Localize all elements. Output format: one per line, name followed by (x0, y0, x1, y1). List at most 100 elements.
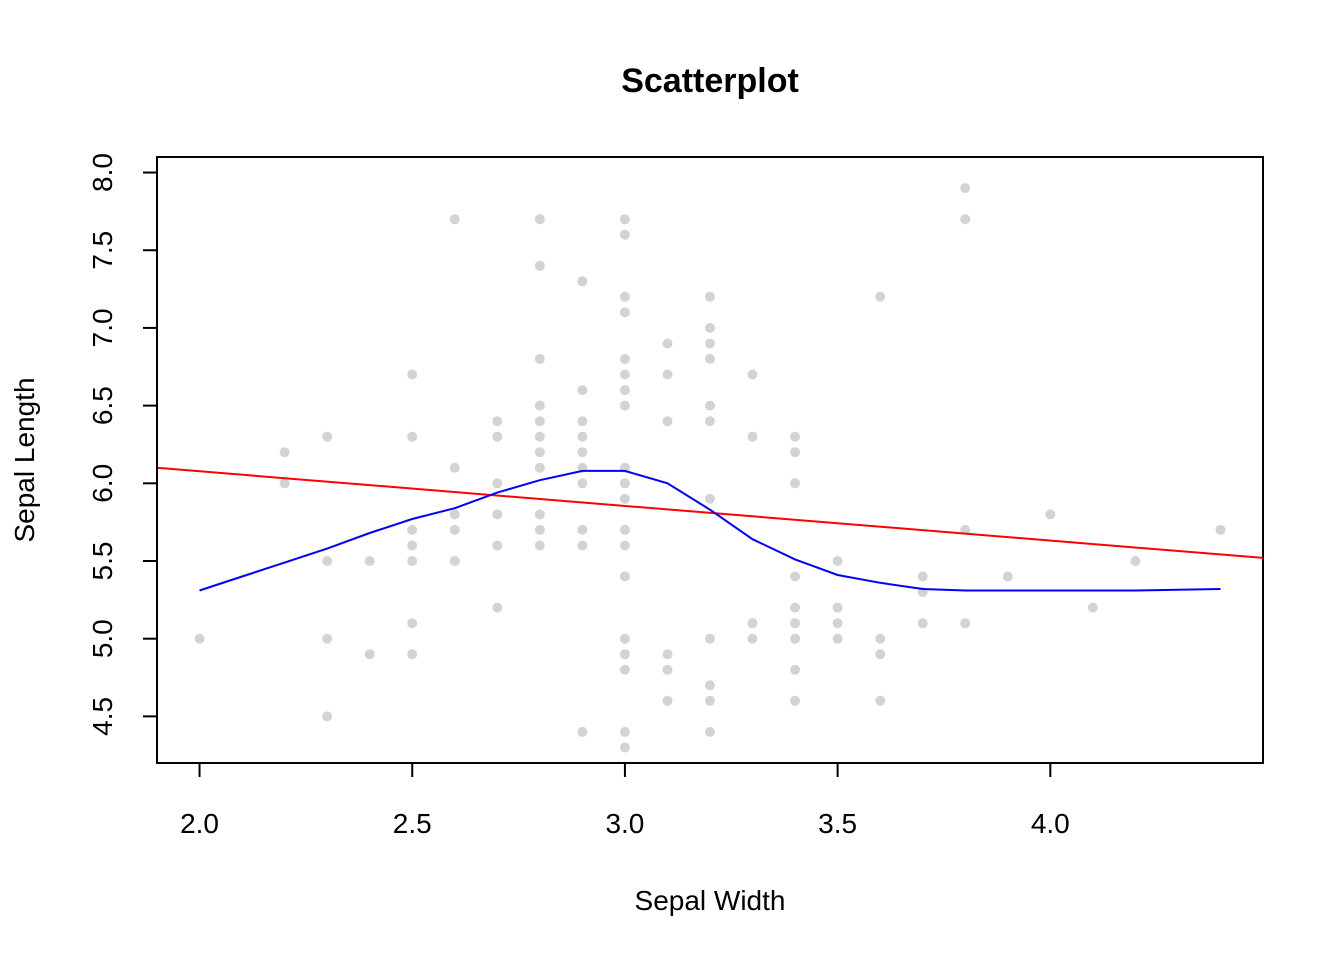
data-point (534, 214, 545, 225)
data-point (662, 695, 673, 706)
data-point (960, 183, 971, 194)
data-point (619, 493, 630, 504)
data-point (619, 726, 630, 737)
data-point (279, 447, 290, 458)
points-layer (194, 183, 1226, 753)
data-point (322, 711, 333, 722)
data-point (1045, 509, 1056, 520)
data-point (492, 602, 503, 613)
y-tick-label: 6.5 (87, 386, 118, 425)
data-point (790, 618, 801, 629)
data-point (1130, 556, 1141, 566)
plot-frame (156, 156, 1264, 764)
data-point (534, 400, 545, 411)
data-point (705, 400, 715, 411)
data-point (1002, 571, 1013, 582)
data-point (492, 431, 503, 442)
data-point (279, 478, 290, 489)
data-point (407, 649, 418, 660)
data-point (407, 556, 418, 566)
data-point (662, 338, 673, 349)
y-tick-label: 7.0 (87, 308, 118, 347)
y-axis: 4.5 5.0 5.5 6.0 6.5 7.0 7.5 8.0 (87, 153, 158, 736)
data-point (705, 322, 715, 333)
y-tick-label: 5.5 (87, 542, 118, 581)
data-point (407, 618, 418, 629)
x-tick-label: 4.0 (1031, 808, 1070, 839)
data-point (534, 260, 545, 271)
smooth-line (199, 469, 1221, 592)
lines-layer (156, 466, 1264, 592)
data-point (705, 680, 715, 691)
data-point (875, 649, 886, 660)
data-point (619, 633, 630, 644)
data-point (407, 369, 418, 380)
data-point (747, 633, 758, 644)
data-point (705, 416, 715, 427)
data-point (790, 431, 801, 442)
data-point (407, 540, 418, 551)
data-point (619, 524, 630, 535)
data-point (619, 571, 630, 582)
x-tick-label: 2.0 (180, 808, 219, 839)
data-point (832, 556, 843, 566)
data-point (492, 540, 503, 551)
data-point (534, 540, 545, 551)
data-point (662, 664, 673, 675)
data-point (619, 540, 630, 551)
data-point (534, 524, 545, 535)
y-tick-label: 4.5 (87, 697, 118, 736)
data-point (662, 649, 673, 660)
data-point (747, 369, 758, 380)
data-point (322, 633, 333, 644)
data-point (619, 742, 630, 753)
x-tick-label: 3.5 (818, 808, 857, 839)
data-point (619, 385, 630, 396)
data-point (790, 664, 801, 675)
data-point (322, 556, 333, 566)
data-point (407, 431, 418, 442)
data-point (449, 462, 460, 473)
data-point (960, 214, 971, 225)
data-point (790, 602, 801, 613)
x-axis-label: Sepal Width (635, 885, 786, 916)
x-tick-label: 3.0 (605, 808, 644, 839)
data-point (407, 524, 418, 535)
data-point (492, 478, 503, 489)
data-point (662, 369, 673, 380)
data-point (619, 354, 630, 364)
data-point (832, 633, 843, 644)
data-point (619, 369, 630, 380)
data-point (449, 214, 460, 225)
data-point (577, 524, 588, 535)
data-point (619, 400, 630, 411)
y-axis-label: Sepal Length (9, 377, 40, 542)
data-point (875, 695, 886, 706)
x-tick-label: 2.5 (393, 808, 432, 839)
data-point (619, 649, 630, 660)
data-point (960, 618, 971, 629)
data-point (322, 431, 333, 442)
data-point (832, 602, 843, 613)
data-point (747, 618, 758, 629)
data-point (577, 726, 588, 737)
data-point (577, 276, 588, 287)
data-point (917, 618, 928, 629)
data-point (492, 509, 503, 520)
data-point (449, 509, 460, 520)
data-point (534, 462, 545, 473)
data-point (619, 229, 630, 240)
data-point (875, 291, 886, 302)
data-point (449, 524, 460, 535)
data-point (619, 307, 630, 318)
y-tick-label: 6.0 (87, 464, 118, 503)
regression-line (156, 466, 1264, 559)
data-point (662, 416, 673, 427)
data-point (534, 354, 545, 364)
data-point (577, 431, 588, 442)
data-point (790, 478, 801, 489)
data-point (705, 633, 715, 644)
data-point (1087, 602, 1098, 613)
data-point (832, 618, 843, 629)
data-point (917, 571, 928, 582)
